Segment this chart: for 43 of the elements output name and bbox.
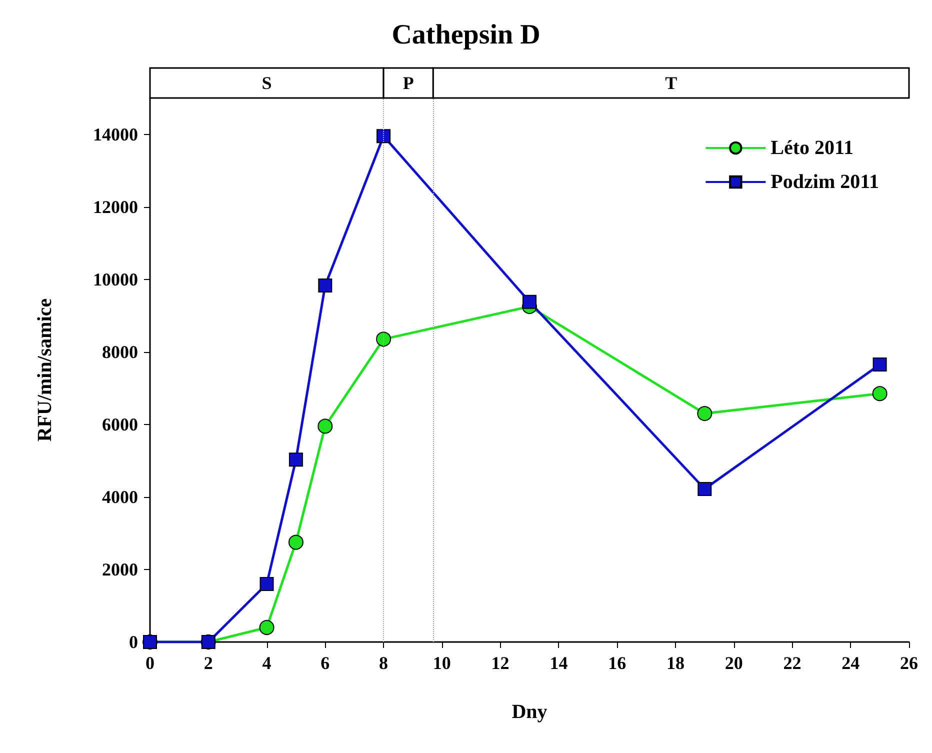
legend-label: Podzim 2011 bbox=[770, 171, 880, 193]
y-tick-label: 10000 bbox=[93, 269, 138, 290]
x-tick-label: 12 bbox=[491, 653, 510, 673]
y-tick-label: 4000 bbox=[102, 486, 138, 507]
x-tick-label: 4 bbox=[262, 653, 272, 673]
y-axis-title: RFU/min/samice bbox=[34, 298, 56, 442]
x-tick-label: 16 bbox=[608, 653, 626, 673]
y-tick-label: 6000 bbox=[102, 414, 138, 434]
x-tick-label: 26 bbox=[900, 653, 918, 673]
point bbox=[260, 576, 274, 591]
legend-label: Léto 2011 bbox=[770, 137, 854, 159]
point bbox=[288, 452, 303, 467]
chart-title: Cathepsin D bbox=[392, 20, 540, 50]
x-tick-label: 20 bbox=[724, 653, 743, 673]
y-tick-label: 0 bbox=[129, 632, 138, 652]
point bbox=[288, 534, 304, 550]
x-tick-label: 6 bbox=[320, 653, 330, 673]
y-tick-label: 8000 bbox=[102, 342, 138, 362]
text: P bbox=[402, 73, 414, 93]
point bbox=[697, 406, 712, 422]
x-tick-label: 0 bbox=[146, 653, 154, 673]
x-tick-label: 18 bbox=[666, 653, 684, 673]
point bbox=[259, 620, 274, 635]
point bbox=[872, 386, 888, 402]
x-tick-label: 22 bbox=[783, 653, 802, 673]
text: S bbox=[262, 73, 272, 93]
y-tick-label: 12000 bbox=[93, 196, 138, 217]
x-tick-label: 24 bbox=[842, 653, 860, 673]
x-tick-label: 8 bbox=[379, 653, 388, 673]
point bbox=[698, 482, 712, 496]
point bbox=[376, 332, 392, 347]
point bbox=[318, 418, 333, 434]
y-tick-label: 2000 bbox=[102, 559, 138, 580]
x-axis-title: Dny bbox=[512, 701, 548, 723]
point bbox=[318, 278, 332, 292]
point bbox=[376, 129, 391, 144]
x-tick-label: 2 bbox=[204, 653, 213, 673]
y-tick-label: 14000 bbox=[93, 124, 138, 144]
x-tick-label: 10 bbox=[432, 653, 451, 673]
x-tick-label: 14 bbox=[550, 653, 568, 673]
point bbox=[522, 294, 536, 309]
text: T bbox=[665, 73, 678, 93]
point bbox=[872, 358, 887, 372]
